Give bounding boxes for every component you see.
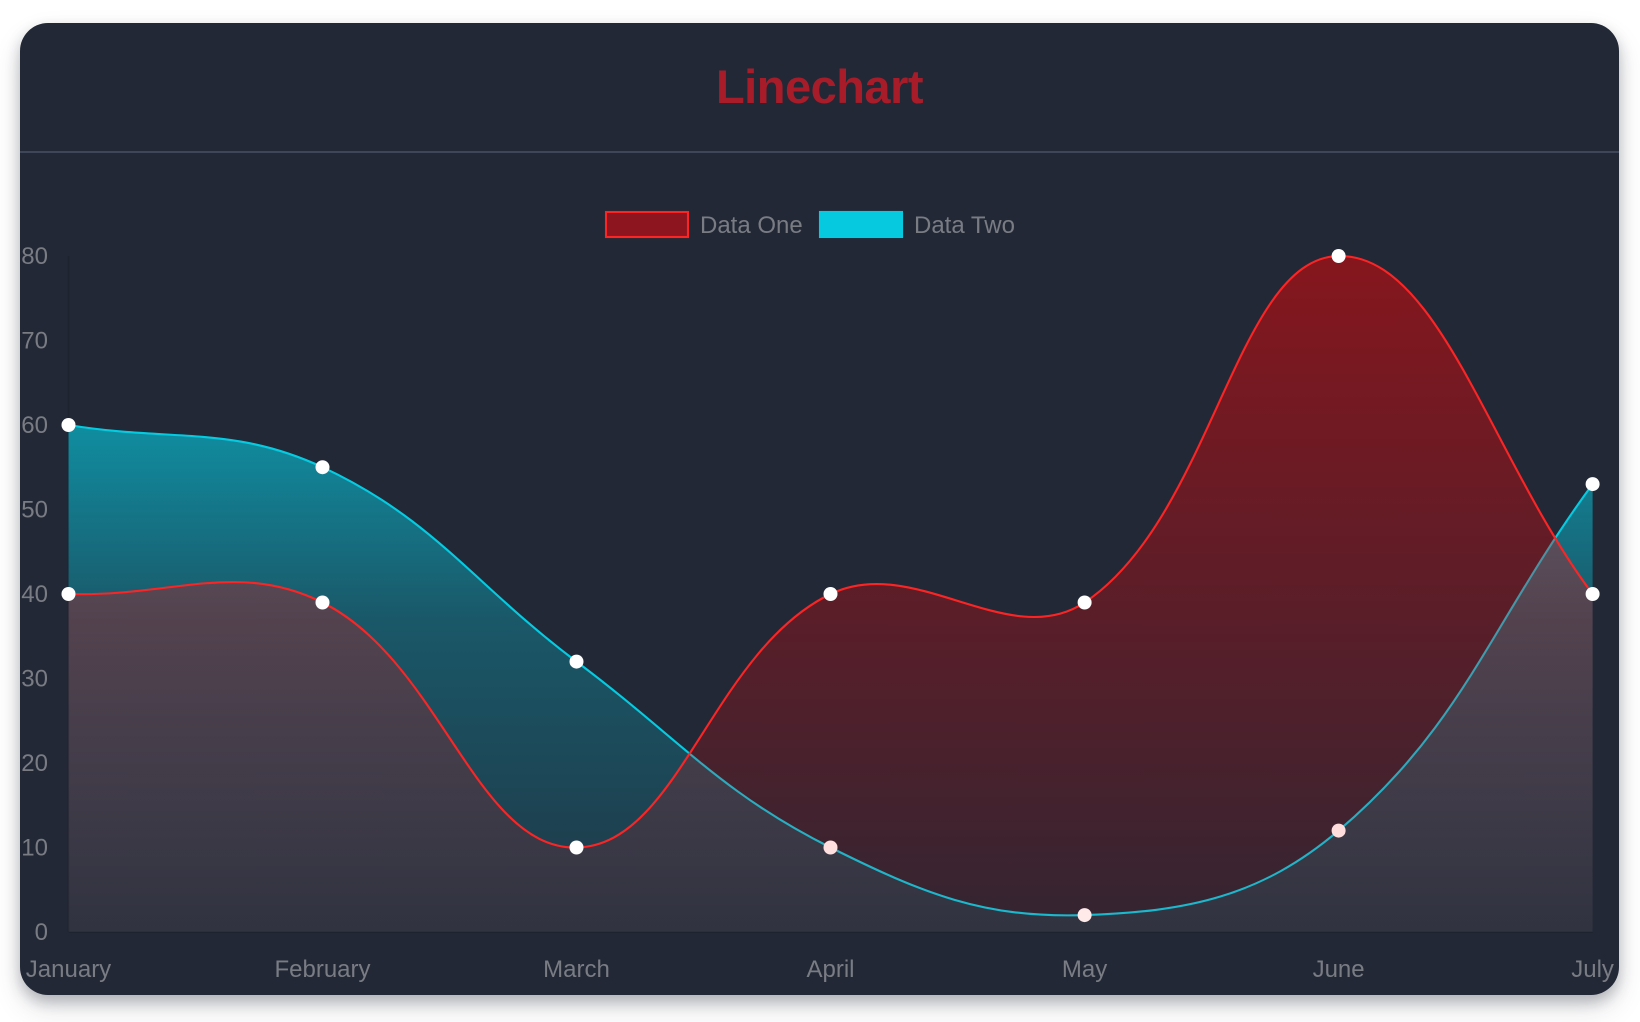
- svg-text:10: 10: [21, 835, 48, 862]
- svg-text:April: April: [806, 956, 854, 983]
- svg-text:80: 80: [21, 243, 48, 270]
- svg-text:Data One: Data One: [700, 212, 803, 239]
- svg-text:Data Two: Data Two: [914, 212, 1015, 239]
- svg-text:70: 70: [21, 328, 48, 355]
- svg-text:February: February: [274, 956, 370, 983]
- svg-text:40: 40: [21, 581, 48, 608]
- svg-text:50: 50: [21, 497, 48, 524]
- svg-text:0: 0: [35, 919, 48, 946]
- svg-text:July: July: [1571, 956, 1614, 983]
- svg-text:20: 20: [21, 750, 48, 777]
- svg-text:60: 60: [21, 412, 48, 439]
- svg-text:January: January: [26, 956, 111, 983]
- svg-text:30: 30: [21, 666, 48, 693]
- svg-text:May: May: [1062, 956, 1107, 983]
- svg-text:March: March: [543, 956, 610, 983]
- svg-text:June: June: [1313, 956, 1365, 983]
